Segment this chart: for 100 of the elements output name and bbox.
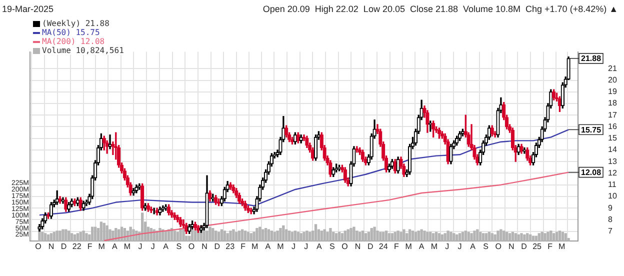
x-tick-label: F [240,242,246,252]
y-tick-label: 20 [608,75,618,84]
bar [390,233,394,242]
bar [56,230,58,242]
bar [335,233,338,242]
bar [85,233,88,242]
bar [417,230,420,242]
candlestick [520,144,524,154]
bar [511,232,514,242]
bar [46,234,50,242]
candlestick [299,134,303,144]
y-tick-label: 10 [608,192,618,201]
bar [44,233,47,242]
y-tick-label: 14 [608,145,618,154]
bar [382,232,385,242]
x-tick-label: A [316,242,322,252]
y-tick-label: 12 [608,168,618,178]
bar [476,229,479,242]
bar [473,230,476,242]
x-tick-label: F [394,242,399,252]
bar [91,226,94,242]
bar [550,230,552,242]
bar [406,233,408,242]
bar [106,225,108,242]
bar [364,233,368,242]
x-tick-label: N [508,242,515,252]
candlestick [158,206,162,216]
bar [479,232,482,242]
bar [264,228,268,242]
bar [564,233,567,242]
bar [76,233,80,242]
bar [402,229,406,242]
bar [208,226,212,242]
bar [346,229,350,242]
bar [314,224,318,242]
bar [432,233,435,242]
candlestick [164,204,168,211]
bar [220,229,224,242]
x-tick-label: N [354,242,361,252]
bar [235,232,238,242]
bar [73,234,76,242]
bar [290,232,294,242]
bar [552,233,556,242]
x-tick-label: F [87,242,92,252]
x-tick-label: D [214,242,220,252]
bar [179,228,182,242]
bar [394,232,396,242]
bar [434,232,438,242]
annotation: 15.75 [581,125,602,134]
x-tick-label: S [483,242,488,252]
bar [490,233,494,242]
x-tick-label: J [138,242,142,252]
x-tick-label: O [342,242,348,252]
x-tick-label: M [98,242,106,252]
y-tick-label: 9 [608,203,613,212]
y-tick-label: 16 [608,122,618,131]
candlestick [490,125,494,136]
bar [461,232,464,242]
bar [296,232,300,242]
candlestick [249,208,253,214]
bar [538,233,540,242]
bar [558,230,562,242]
candlestick [522,147,526,154]
bar [41,232,44,242]
bar [396,230,400,242]
x-tick-label: A [163,242,170,252]
x-tick-label: A [112,242,118,252]
bar [505,232,508,242]
bar [202,230,206,242]
bar [194,230,197,242]
bar [414,232,418,242]
x-tick-label: O [188,242,195,252]
x-tick-label: D [367,242,374,252]
bar [534,236,538,242]
bar [344,230,346,242]
x-tick-label: A [265,242,272,252]
bar [329,228,332,242]
bar [214,230,218,242]
candlestick [337,164,342,172]
y-tick-label: 7 [608,226,613,236]
bar [308,232,312,242]
annotation: 12.08 [581,168,602,177]
legend-label: MA(200) 12.08 [42,37,105,46]
legend-label: MA(50) 15.75 [42,28,100,37]
x-tick-label: M [405,242,412,252]
bar [282,225,285,242]
candlestick [132,188,136,196]
bar [52,232,56,242]
chart-subtitle: 19-Mar-2025 [2,4,54,14]
bar [500,229,502,242]
candlestick [76,197,80,206]
bar [279,228,282,242]
candlestick [58,196,62,204]
y-tick-label: 19 [608,87,618,96]
candlestick [155,208,159,216]
x-tick-label: A [470,242,476,252]
bar [270,230,273,242]
bar [464,230,467,242]
bar [438,233,441,242]
bar [217,232,220,242]
